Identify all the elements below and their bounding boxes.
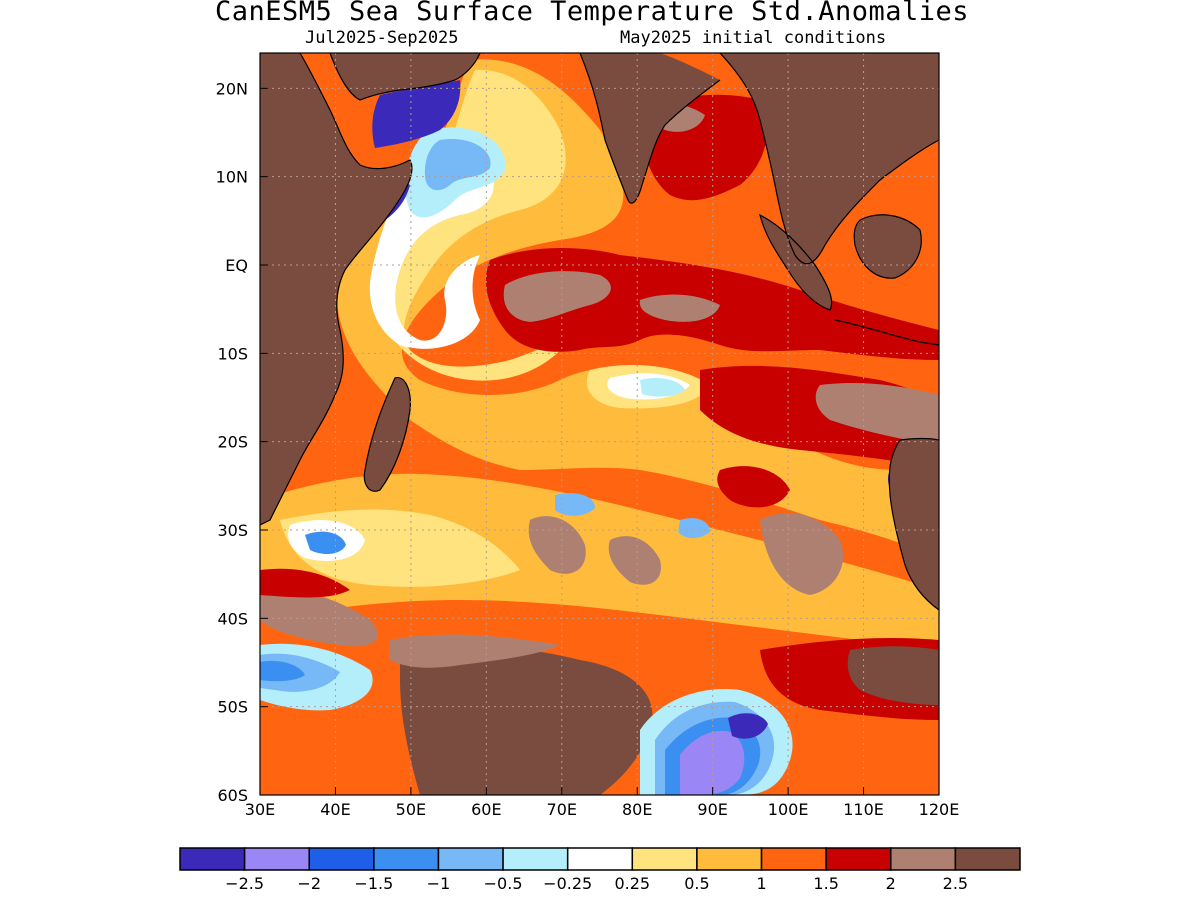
borneo-coastline [853,214,922,279]
borneo-landmass [854,214,922,279]
latitude-axis: 20N 10N EQ 10S 20S 30S 40S 50S 60S [216,79,268,805]
legend-label: −2.5 [225,874,264,893]
subtropical-brown-blob-3 [760,512,844,595]
south-central-light-blue [640,378,685,397]
y-tick-label: 60S [217,786,248,805]
southwest-deep-blue [260,660,305,682]
legend-label: −0.25 [543,874,592,893]
arabia-coastline [329,53,481,101]
equatorial-brown-east [639,294,720,322]
color-scale-legend: −2.5 −2 −1.5 −1 −0.5 −0.25 0.25 0.5 1 1.5 2 2.5 [179,847,1021,893]
x-tick-label: 110E [843,800,884,819]
equatorial-brown-patch [503,271,611,322]
longitude-axis: 30E 40E 50E 60E 70E 80E 90E 100E 110E 120E [245,787,960,819]
map-gridlines [260,53,939,795]
legend-swatch [437,847,504,871]
y-tick-label: 20N [216,79,248,98]
legend-swatch [890,847,957,871]
legend-label: 0.25 [614,874,650,893]
legend-swatch [502,847,569,871]
legend-swatch [760,847,827,871]
subtropical-blue-patch [305,531,346,555]
legend-swatch [696,847,763,871]
southern-cold-pool-core [728,713,768,739]
legend-label: 2 [886,874,896,893]
southern-ocean-east-brown [847,646,939,705]
cold-eddy-1 [555,493,595,516]
india-coastline [579,53,721,204]
southern-cold-pool-violet [680,730,745,795]
legend-swatch [954,847,1021,871]
legend-swatch [631,847,698,871]
sumatra-landmass [760,215,832,310]
legend-label: −2 [297,874,321,893]
southeast-asia-coastline [719,53,939,265]
legend-swatch [566,847,634,871]
x-tick-label: 100E [768,800,809,819]
madagascar-coastline [363,377,411,492]
legend-swatch [373,847,440,871]
map-frame [259,52,940,796]
legend-label: −1 [427,874,451,893]
southern-ocean-brown-light [390,634,560,668]
y-tick-label: 20S [217,433,248,452]
x-tick-label: 60E [471,800,501,819]
australia-coastline [888,437,939,611]
africa-landmass [260,53,412,525]
legend-swatch [243,847,310,871]
initial-conditions: May2025 initial conditions [620,28,887,48]
gulf-aden-cold [372,80,461,148]
southern-ocean-brown [400,643,653,795]
legend-label: 1 [756,874,766,893]
legend-label: 0.5 [684,874,709,893]
java-coastline [834,319,939,346]
y-tick-label: 50S [217,698,248,717]
x-tick-label: 80E [622,800,652,819]
legend-label: 1.5 [813,874,838,893]
x-tick-label: 120E [919,800,960,819]
australia-landmass [889,438,939,610]
legend-label: −1.5 [354,874,393,893]
x-tick-label: 30E [245,800,275,819]
forty-south-brown [260,589,379,647]
arabia-landmass [330,53,480,100]
y-tick-label: 10S [217,344,248,363]
x-tick-label: 40E [320,800,350,819]
x-tick-label: 90E [697,800,727,819]
cold-eddy-2 [678,518,710,538]
map-title: CanESM5 Sea Surface Temperature Std.Anom… [215,0,969,27]
legend-label: −0.5 [484,874,523,893]
subtropical-red-blob [717,466,790,508]
eastern-brown-zone [815,383,939,445]
y-tick-label: 40S [217,609,248,628]
forecast-period: Jul2025-Sep2025 [305,28,459,48]
x-tick-label: 70E [547,800,577,819]
southeast-asia-landmass [720,53,939,264]
legend-label: 2.5 [943,874,968,893]
y-tick-label: 30S [217,521,248,540]
subtropical-brown-blob-2 [608,536,661,585]
somali-blue-patch [424,139,491,191]
coastlines [260,53,939,611]
forty-south-red [260,568,350,598]
sumatra-coastline [759,213,833,311]
arabian-light-yellow [376,69,575,381]
madagascar-landmass [364,377,411,492]
subtropical-brown-blob-1 [528,516,586,574]
y-tick-label: 10N [216,168,248,187]
legend-swatch [825,847,892,871]
legend-swatch [179,847,246,871]
y-tick-label: EQ [225,256,248,275]
anomaly-field [260,53,939,795]
x-tick-label: 50E [396,800,426,819]
legend-swatch [308,847,375,871]
africa-coastline [260,53,413,526]
